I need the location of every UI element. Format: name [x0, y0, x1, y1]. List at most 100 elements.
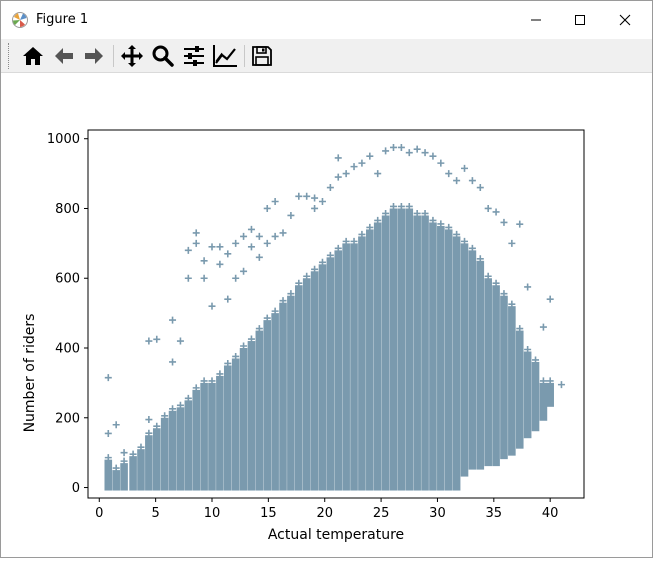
data-point-column — [531, 361, 540, 432]
home-button[interactable] — [19, 42, 47, 70]
data-point — [516, 325, 524, 333]
maximize-button[interactable] — [557, 1, 603, 39]
close-button[interactable] — [602, 1, 648, 39]
data-point — [389, 143, 397, 151]
data-point-column — [539, 382, 548, 421]
x-axis: 0 5 10 15 20 25 30 35 40 — [95, 498, 558, 521]
data-point — [200, 377, 208, 385]
data-point — [104, 429, 112, 437]
data-point-column — [515, 330, 524, 449]
data-point — [524, 283, 532, 291]
data-point-column — [318, 264, 327, 491]
edit-axes-button[interactable] — [211, 42, 239, 70]
data-point — [508, 239, 516, 247]
data-point — [366, 223, 374, 231]
data-point — [271, 232, 279, 240]
scatter-points — [104, 143, 565, 491]
configure-subplots-button[interactable] — [180, 42, 208, 70]
title-bar: Figure 1 — [1, 1, 652, 39]
toolbar-separator — [244, 45, 245, 67]
data-point — [208, 377, 216, 385]
data-point — [208, 302, 216, 310]
data-point — [224, 250, 232, 258]
data-point-column — [176, 407, 185, 491]
data-point-column — [437, 225, 445, 491]
data-point — [287, 290, 295, 298]
data-point-column — [279, 302, 287, 491]
forward-button[interactable] — [80, 42, 108, 70]
data-point — [232, 239, 240, 247]
data-point-column — [302, 278, 311, 491]
data-point-column — [223, 365, 232, 491]
close-icon — [619, 14, 631, 26]
data-point-column — [255, 330, 264, 491]
data-point-column — [334, 250, 343, 491]
pan-button[interactable] — [118, 42, 146, 70]
data-point-column — [216, 375, 224, 491]
data-point — [318, 198, 326, 206]
back-arrow-icon — [55, 48, 73, 64]
data-point — [112, 464, 120, 472]
toolbar-grip[interactable] — [8, 43, 12, 69]
back-button[interactable] — [50, 42, 78, 70]
y-tick-label: 800 — [55, 202, 80, 217]
zoom-icon — [152, 45, 174, 67]
data-point — [421, 149, 429, 157]
data-point-column — [200, 382, 208, 491]
data-point — [350, 237, 358, 245]
data-point — [200, 274, 208, 282]
data-point — [445, 170, 453, 178]
data-point-column — [405, 208, 414, 491]
data-point — [153, 422, 161, 430]
data-point — [153, 335, 161, 343]
data-point — [232, 274, 240, 282]
data-point — [500, 290, 508, 298]
data-point-column — [546, 382, 554, 407]
data-point — [546, 377, 554, 385]
minimize-icon — [531, 19, 541, 21]
y-tick-label: 600 — [55, 272, 80, 287]
data-point — [145, 429, 153, 437]
data-point — [311, 265, 319, 273]
figure-canvas[interactable]: 0 5 10 15 20 25 30 35 40 0 200 400 600 800 1000 Actua… — [1, 73, 652, 557]
x-tick-label: 0 — [95, 506, 103, 521]
data-point — [112, 421, 120, 429]
data-point-column — [484, 278, 492, 467]
data-point-column — [160, 417, 169, 491]
data-point-column — [129, 456, 137, 491]
toolbar-separator — [113, 45, 114, 67]
data-point-column — [247, 341, 256, 491]
data-point — [192, 239, 200, 247]
data-point — [145, 337, 153, 345]
minimize-button[interactable] — [513, 1, 559, 39]
y-tick-label: 200 — [55, 411, 80, 426]
forward-arrow-icon — [85, 48, 103, 64]
data-point-column — [112, 470, 120, 491]
navigation-toolbar — [1, 39, 652, 73]
data-point — [176, 401, 184, 409]
data-point — [255, 325, 263, 333]
subplots-config-icon — [184, 46, 204, 66]
data-point — [334, 173, 342, 181]
data-point — [240, 232, 248, 240]
data-point-column — [287, 295, 295, 491]
data-point — [508, 300, 516, 308]
y-axis: 0 200 400 600 800 1000 — [47, 132, 88, 496]
data-point — [484, 204, 492, 212]
zoom-button[interactable] — [149, 42, 177, 70]
data-point — [295, 279, 303, 287]
data-point — [303, 272, 311, 280]
data-point — [374, 170, 382, 178]
data-point-column — [413, 215, 421, 491]
data-point — [279, 297, 287, 305]
save-button[interactable] — [248, 42, 276, 70]
data-point-column — [104, 459, 113, 491]
data-point — [358, 230, 366, 238]
data-point — [557, 381, 565, 389]
data-point — [492, 279, 500, 287]
data-point — [405, 149, 413, 157]
data-point — [405, 202, 413, 210]
data-point — [263, 204, 271, 212]
data-point-column — [208, 382, 216, 491]
scatter-chart: 0 5 10 15 20 25 30 35 40 0 200 400 600 800 1000 Actua… — [22, 129, 585, 543]
